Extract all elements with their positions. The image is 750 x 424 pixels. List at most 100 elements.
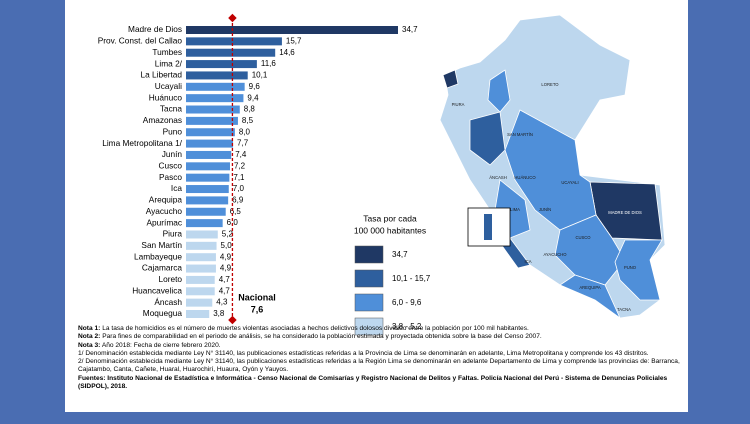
map-label: CUSCO	[575, 235, 591, 240]
map-label: TACNA	[617, 307, 631, 312]
value-label: 5,0	[221, 241, 233, 250]
bar	[186, 310, 210, 318]
map-region	[554, 214, 626, 286]
value-label: 4,3	[216, 298, 228, 307]
bar	[186, 185, 229, 194]
value-label: 7,0	[233, 184, 245, 193]
category-label: Ayacucho	[146, 206, 183, 216]
footnote: 2/ Denominación establecida mediante Ley…	[78, 358, 682, 375]
category-label: Madre de Dios	[128, 24, 182, 34]
footnote-text: 2/ Denominación establecida mediante Ley…	[78, 358, 680, 374]
bar	[186, 196, 229, 205]
legend-label: 3,8 - 5,2	[392, 322, 422, 331]
value-label: 7,4	[235, 150, 247, 159]
category-label: La Libertad	[140, 70, 182, 80]
value-label: 8,5	[242, 116, 254, 125]
category-label: Apurímac	[146, 217, 182, 227]
map-region	[442, 69, 459, 89]
map-region	[614, 239, 663, 301]
bar	[186, 150, 232, 159]
category-label: Piura	[163, 229, 183, 239]
legend-swatch	[354, 317, 384, 336]
map-label: MADRE DE DIOS	[608, 210, 642, 215]
category-label: Moquegua	[143, 308, 183, 318]
note: Nota 2: Para fines de comparabilidad en …	[78, 333, 682, 341]
value-label: 4,7	[219, 275, 231, 284]
map-label: UCAYALI	[561, 180, 578, 185]
category-label: Ica	[171, 183, 182, 193]
category-label: Tumbes	[152, 47, 182, 57]
value-label: 6,9	[232, 196, 244, 205]
source: Fuentes: Instituto Nacional de Estadísti…	[78, 375, 682, 392]
bar	[186, 116, 238, 125]
category-label: Puno	[163, 126, 183, 136]
value-label: 8,0	[239, 127, 251, 136]
category-label: Tacna	[160, 104, 183, 114]
value-label: 6,5	[230, 207, 242, 216]
map-label: LORETO	[541, 82, 559, 87]
bar	[186, 48, 276, 57]
value-label: 4,7	[219, 286, 231, 295]
notes: Nota 1: La tasa de homicidios es el núme…	[78, 325, 682, 391]
reference-value: 7,6	[251, 304, 264, 314]
value-label: 4,9	[220, 264, 232, 273]
category-label: Prov. Const. del Callao	[98, 36, 183, 46]
map-label: AREQUIPA	[579, 285, 601, 290]
note: Nota 1: La tasa de homicidios es el núme…	[78, 325, 682, 333]
bar	[186, 82, 245, 91]
legend-title: Tasa por cada	[363, 213, 417, 223]
category-label: Loreto	[158, 274, 182, 284]
bar	[186, 219, 223, 228]
map-label: AYACUCHO	[543, 252, 567, 257]
map-region	[487, 69, 511, 113]
note: Nota 3: Año 2018: Fecha de cierre febrer…	[78, 342, 682, 350]
note-text: La tasa de homicidios es el número de mu…	[102, 325, 529, 332]
bar	[186, 287, 215, 296]
category-label: Lima 2/	[155, 58, 183, 68]
value-label: 3,8	[213, 309, 225, 318]
bar	[186, 207, 226, 216]
value-label: 4,9	[220, 252, 232, 261]
legend-swatch	[354, 245, 384, 264]
note-label: Nota 3:	[78, 341, 101, 349]
note-label: Nota 1:	[78, 325, 101, 332]
category-label: Ucayali	[155, 81, 182, 91]
bar	[186, 275, 215, 284]
bar	[186, 37, 282, 46]
callao-inset-shape	[484, 214, 492, 240]
bar	[186, 94, 244, 103]
map-region	[469, 111, 506, 166]
bar	[186, 253, 216, 262]
note-text: Año 2018: Fecha de cierre febrero 2020.	[101, 341, 221, 349]
category-label: San Martín	[141, 240, 182, 250]
reference-marker	[228, 13, 237, 23]
value-label: 15,7	[286, 36, 302, 45]
category-label: Lima Metropolitana 1/	[102, 138, 182, 148]
value-label: 8,8	[244, 105, 256, 114]
note-label: Nota 2:	[78, 333, 101, 341]
value-label: 7,1	[233, 173, 245, 182]
map-label: JUNÍN	[539, 207, 551, 212]
legend-label: 6,0 - 9,6	[392, 298, 422, 307]
value-label: 34,7	[402, 25, 418, 34]
map-label: ÁNCASH	[489, 175, 506, 180]
bar	[186, 139, 234, 148]
bar	[186, 264, 216, 273]
bar	[186, 241, 217, 250]
category-label: Cajamarca	[142, 263, 183, 273]
bar	[186, 105, 240, 114]
map-label: ICA	[525, 259, 532, 264]
bar	[186, 71, 248, 80]
map-label: PIURA	[452, 102, 465, 107]
map-label: SAN MARTÍN	[507, 132, 533, 137]
legend-label: 10,1 - 15,7	[392, 274, 431, 283]
bar	[186, 26, 398, 34]
legend-swatch	[354, 293, 384, 312]
category-label: Junín	[162, 149, 183, 159]
category-label: Huancavelica	[132, 285, 182, 295]
note-text: Para fines de comparabilidad en el perio…	[102, 333, 542, 341]
category-label: Amazonas	[143, 115, 182, 125]
map-region	[559, 274, 621, 320]
